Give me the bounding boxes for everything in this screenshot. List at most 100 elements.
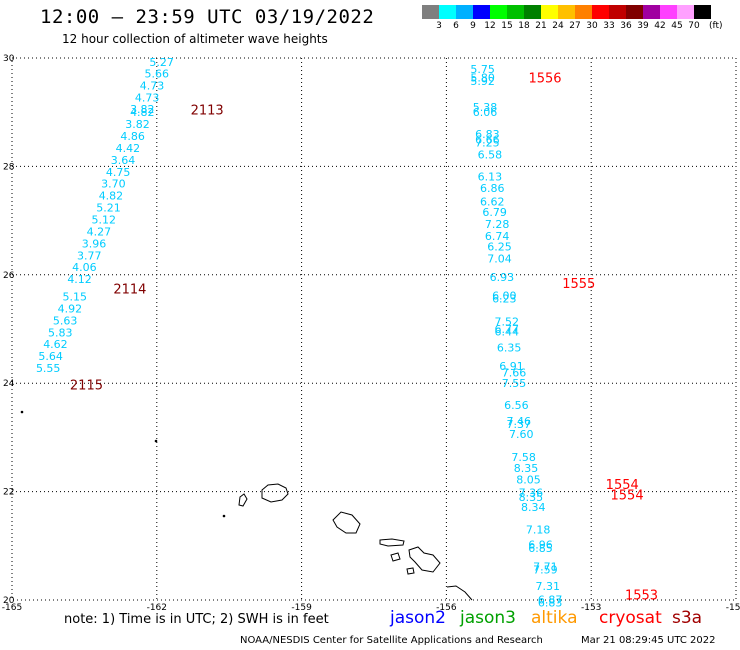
legend-label: 3	[436, 21, 442, 31]
wave-height-value: 7.55	[502, 377, 527, 390]
track-id-label: 1554	[606, 478, 639, 493]
wave-height-value: 5.38	[473, 101, 498, 114]
wave-height-value: 4.92	[58, 302, 83, 315]
wave-height-value: 7.46	[507, 415, 532, 428]
legend-unit: (ft)	[709, 21, 723, 31]
legend-swatch	[473, 5, 490, 19]
wave-height-value: 6.35	[497, 341, 522, 354]
legend-swatch	[609, 5, 626, 19]
legend-label: 15	[501, 21, 513, 31]
wave-height-value: 7.52	[494, 315, 519, 328]
maui-island	[408, 546, 441, 573]
track-id-label: 1554	[611, 488, 644, 503]
track-left: 5.275.664.734.733.824.823.824.864.423.64…	[36, 56, 224, 393]
lat-tick-label: 26	[3, 271, 15, 281]
legend-label: 70	[688, 21, 700, 31]
wave-height-value: 6.93	[490, 271, 515, 284]
map-grid	[11, 57, 737, 601]
wave-height-value: 5.64	[38, 350, 63, 363]
wave-height-value: 4.82	[99, 190, 124, 203]
wave-height-value: 4.06	[72, 261, 97, 274]
legend-label: 18	[518, 21, 530, 31]
wave-height-value: 5.80	[470, 72, 495, 85]
legend-label: 12	[484, 21, 496, 31]
lat-tick-label: 30	[3, 54, 15, 64]
hawaii-island	[446, 585, 473, 601]
wave-height-value: 7.60	[509, 428, 534, 441]
sat-s3a: s3a	[672, 608, 703, 628]
legend-label: 42	[654, 21, 666, 31]
legend-label: 21	[535, 21, 547, 31]
lat-tick-label: 28	[3, 162, 15, 172]
wave-height-value: 5.75	[470, 63, 495, 76]
wave-height-value: 3.82	[130, 103, 155, 116]
wave-height-value: 6.06	[473, 106, 498, 119]
legend-label: 45	[671, 21, 683, 31]
axis-labels: -165 -162 -159 -156 -153 -150 30 28 26 24 22 20	[2, 54, 740, 613]
legend-label: 36	[620, 21, 632, 31]
wave-height-value: 3.96	[82, 237, 107, 250]
wave-height-value: 8.35	[514, 462, 539, 475]
legend-label: 39	[637, 21, 649, 31]
track-id-label: 1553	[625, 589, 658, 604]
wave-height-value: 6.85	[528, 542, 553, 555]
wave-height-value: 3.77	[77, 249, 102, 262]
wave-height-value: 4.62	[43, 338, 68, 351]
lat-tick-label: 22	[3, 488, 14, 498]
legend-swatch	[524, 5, 541, 19]
wave-height-value: 6.66	[475, 133, 500, 146]
wave-height-value: 6.23	[492, 293, 517, 306]
wave-height-value: 5.92	[470, 75, 495, 88]
sat-jason2: jason2	[390, 608, 446, 628]
legend-label: 30	[586, 21, 598, 31]
wave-height-value: 7.25	[475, 137, 500, 150]
islet-dot	[154, 439, 158, 443]
track-id-label: 2114	[113, 282, 146, 297]
legend-swatch	[643, 5, 660, 19]
wave-height-value: 6.58	[478, 148, 503, 161]
wave-height-value: 7.28	[485, 218, 510, 231]
legend-swatch	[558, 5, 575, 19]
wave-height-value: 5.63	[53, 314, 78, 327]
wave-height-value: 6.74	[485, 230, 510, 243]
footer-note: note: 1) Time is in UTC; 2) SWH is in fe…	[64, 612, 329, 627]
wave-height-value: 7.58	[511, 451, 536, 464]
lat-tick-label: 24	[3, 379, 15, 389]
legend-swatch	[422, 5, 439, 19]
map-frame	[11, 57, 737, 601]
lon-tick-label: -159	[291, 603, 312, 613]
wave-height-value: 7.66	[502, 366, 527, 379]
wave-height-value: 5.21	[96, 202, 121, 215]
wave-height-value: 4.12	[67, 273, 92, 286]
legend-swatch	[575, 5, 592, 19]
wave-height-value: 8.35	[519, 491, 544, 504]
legend-label: 9	[470, 21, 476, 31]
track-id-label: 2113	[191, 103, 224, 118]
wave-height-value: 8.34	[521, 501, 546, 514]
legend-swatch	[626, 5, 643, 19]
kauai-island	[261, 483, 289, 503]
sat-altika: altika	[531, 608, 578, 628]
footer-credit: NOAA/NESDIS Center for Satellite Applica…	[240, 635, 543, 646]
wave-height-value: 6.13	[478, 171, 503, 184]
legend-swatch	[507, 5, 524, 19]
track-id-label: 1556	[528, 72, 561, 87]
wave-height-value: 6.25	[487, 241, 512, 254]
wave-height-value: 4.75	[106, 166, 131, 179]
sat-jason3: jason3	[460, 608, 516, 628]
legend-swatch	[456, 5, 473, 19]
wave-height-value: 4.42	[116, 142, 141, 155]
lat-tick-label: 20	[3, 596, 15, 606]
sat-cryosat: cryosat	[599, 608, 662, 628]
wave-height-value: 5.15	[62, 290, 87, 303]
wave-height-value: 5.83	[48, 326, 73, 339]
islet-dot	[20, 410, 24, 414]
legend-swatch	[694, 5, 711, 19]
molokai-island	[379, 538, 405, 547]
lon-tick-label: -153	[581, 603, 601, 613]
page-subtitle: 12 hour collection of altimeter wave hei…	[62, 32, 328, 46]
legend-label: 24	[552, 21, 564, 31]
niihau-island	[238, 493, 248, 507]
